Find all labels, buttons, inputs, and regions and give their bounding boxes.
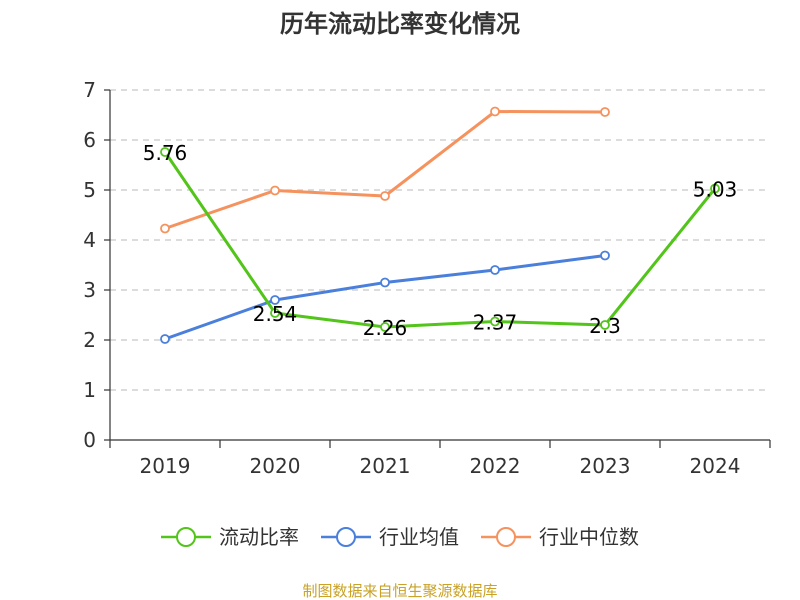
legend-label: 行业中位数 — [539, 525, 639, 549]
legend-item[interactable]: 行业均值 — [321, 525, 459, 549]
y-tick-label: 2 — [83, 328, 96, 352]
series-line — [164, 110, 606, 230]
y-tick-label: 5 — [83, 178, 96, 202]
legend-marker-icon — [496, 527, 516, 547]
data-label: 2.26 — [363, 316, 408, 340]
data-point[interactable] — [490, 316, 500, 327]
x-tick-label: 2020 — [250, 454, 301, 478]
data-point[interactable] — [600, 107, 610, 117]
data-labels: 5.76 2.54 2.26 2.37 2.3 5.03 — [143, 141, 738, 340]
data-point[interactable] — [270, 308, 280, 318]
x-tick-label: 2023 — [580, 454, 631, 478]
data-point[interactable] — [270, 295, 280, 305]
data-point[interactable] — [710, 183, 720, 194]
data-label: 5.76 — [143, 141, 188, 165]
x-tick-label: 2019 — [140, 454, 191, 478]
data-label: 5.03 — [693, 178, 738, 202]
legend-label: 流动比率 — [219, 525, 299, 549]
y-tick-label: 1 — [83, 378, 96, 402]
data-point[interactable] — [160, 147, 170, 157]
data-point[interactable] — [600, 250, 610, 261]
data-label: 2.37 — [473, 311, 518, 335]
data-point[interactable] — [160, 223, 170, 234]
legend-item[interactable]: 流动比率 — [161, 525, 299, 549]
data-label: 2.3 — [589, 314, 621, 338]
legend[interactable]: 流动比率 行业均值 行业中位数 — [161, 525, 639, 549]
series-lines — [160, 106, 720, 344]
data-point[interactable] — [600, 320, 610, 330]
chart-title: 历年流动比率变化情况 — [280, 10, 520, 38]
data-point[interactable] — [490, 265, 500, 275]
grid-lines — [110, 89, 770, 391]
legend-item[interactable]: 行业中位数 — [481, 525, 639, 549]
legend-marker-icon — [176, 527, 196, 547]
legend-marker-icon — [336, 527, 356, 547]
x-tick-label: 2021 — [360, 454, 411, 478]
data-point[interactable] — [380, 322, 390, 332]
y-tick-label: 0 — [83, 428, 96, 452]
y-tick-label: 3 — [83, 278, 96, 302]
y-tick-label: 6 — [83, 128, 96, 152]
axes: 0 1 2 3 4 5 6 7 2019 2020 2021 2022 2023 2024 — [83, 78, 771, 478]
data-point[interactable] — [380, 277, 390, 288]
data-point[interactable] — [380, 191, 390, 201]
data-point[interactable] — [160, 334, 170, 344]
y-tick-label: 4 — [83, 228, 96, 252]
data-label: 2.54 — [253, 302, 298, 326]
data-point[interactable] — [490, 106, 500, 117]
legend-label: 行业均值 — [379, 525, 459, 549]
series-line — [163, 151, 717, 329]
data-point[interactable] — [270, 185, 280, 196]
source-note: 制图数据来自恒生聚源数据库 — [302, 582, 497, 600]
x-tick-label: 2022 — [470, 454, 521, 478]
y-tick-label: 7 — [83, 78, 96, 102]
x-tick-label: 2024 — [690, 454, 741, 478]
